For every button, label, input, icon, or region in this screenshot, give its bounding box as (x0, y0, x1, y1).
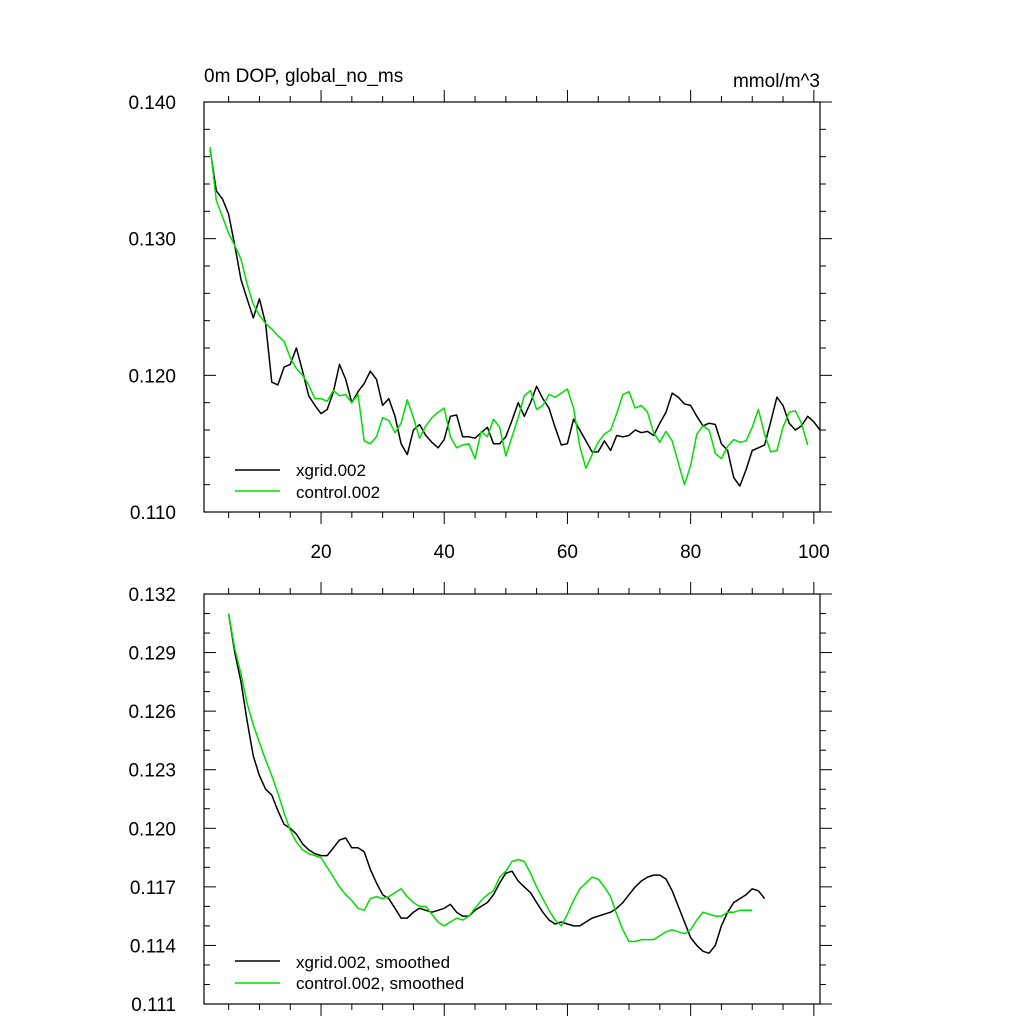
legend-label-control: control.002 (296, 483, 380, 502)
top-panel-lines (209, 147, 821, 487)
legend-label-xgrid: xgrid.002 (296, 461, 366, 480)
series-line-control (209, 147, 809, 486)
y-tick-label: 0.117 (130, 878, 176, 899)
y-tick-label: 0.123 (128, 761, 176, 782)
y-tick-label: 0.132 (128, 585, 176, 606)
y-tick-label: 0.140 (128, 93, 176, 114)
bottom-panel-legend: xgrid.002, smoothed control.002, smoothe… (235, 953, 464, 993)
top-panel-ticks: 0.110 0.120 0.130 0.140 20 40 60 80 100 (128, 90, 832, 563)
bottom-panel-lines (227, 613, 766, 954)
y-tick-label: 0.110 (130, 503, 176, 524)
y-tick-label: 0.126 (128, 702, 176, 723)
legend-label-control-smoothed: control.002, smoothed (296, 974, 464, 993)
legend-label-xgrid-smoothed: xgrid.002, smoothed (296, 953, 450, 972)
top-panel-title: 0m DOP, global_no_ms (204, 66, 403, 87)
y-tick-label: 0.129 (128, 644, 176, 665)
top-panel-legend: xgrid.002 control.002 (235, 461, 380, 502)
top-panel: 0m DOP, global_no_ms mmol/m^3 0.110 0.120… (128, 66, 832, 563)
x-tick-label: 80 (680, 542, 701, 563)
series-line-xgrid (209, 149, 821, 487)
y-tick-label: 0.120 (128, 366, 176, 387)
x-tick-label: 40 (434, 542, 455, 563)
bottom-panel-ticks: 0.111 0.114 0.117 0.120 0.123 0.126 0.129 0.132 (128, 582, 832, 1016)
series-line-xgrid (227, 613, 766, 954)
bottom-panel-frame (203, 593, 821, 1005)
x-tick-label: 60 (557, 542, 578, 563)
top-panel-frame (203, 101, 821, 513)
x-tick-label: 20 (310, 542, 331, 563)
series-line-control (227, 613, 753, 943)
x-tick-label: 100 (798, 542, 830, 563)
y-tick-label: 0.111 (131, 995, 176, 1016)
top-panel-units: mmol/m^3 (733, 71, 820, 92)
bottom-panel: 0.111 0.114 0.117 0.120 0.123 0.126 0.129 0.132… (128, 582, 832, 1016)
y-tick-label: 0.120 (128, 819, 176, 840)
y-tick-label: 0.130 (128, 230, 176, 251)
y-tick-label: 0.114 (130, 936, 177, 957)
